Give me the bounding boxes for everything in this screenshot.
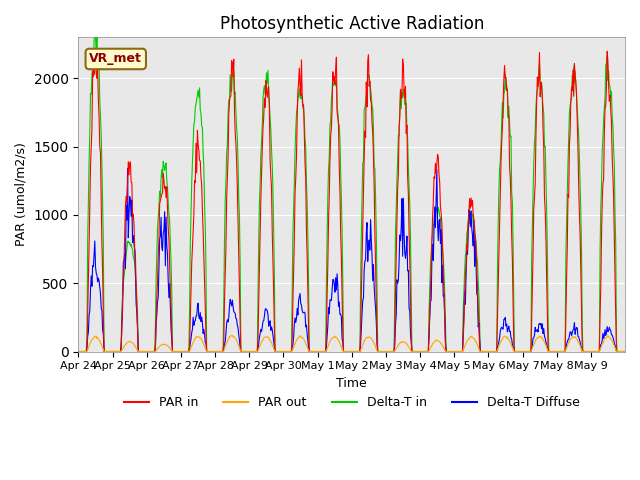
Y-axis label: PAR (umol/m2/s): PAR (umol/m2/s) (15, 143, 28, 246)
Title: Photosynthetic Active Radiation: Photosynthetic Active Radiation (220, 15, 484, 33)
Legend: PAR in, PAR out, Delta-T in, Delta-T Diffuse: PAR in, PAR out, Delta-T in, Delta-T Dif… (119, 391, 584, 414)
X-axis label: Time: Time (337, 377, 367, 390)
Text: VR_met: VR_met (90, 52, 142, 65)
